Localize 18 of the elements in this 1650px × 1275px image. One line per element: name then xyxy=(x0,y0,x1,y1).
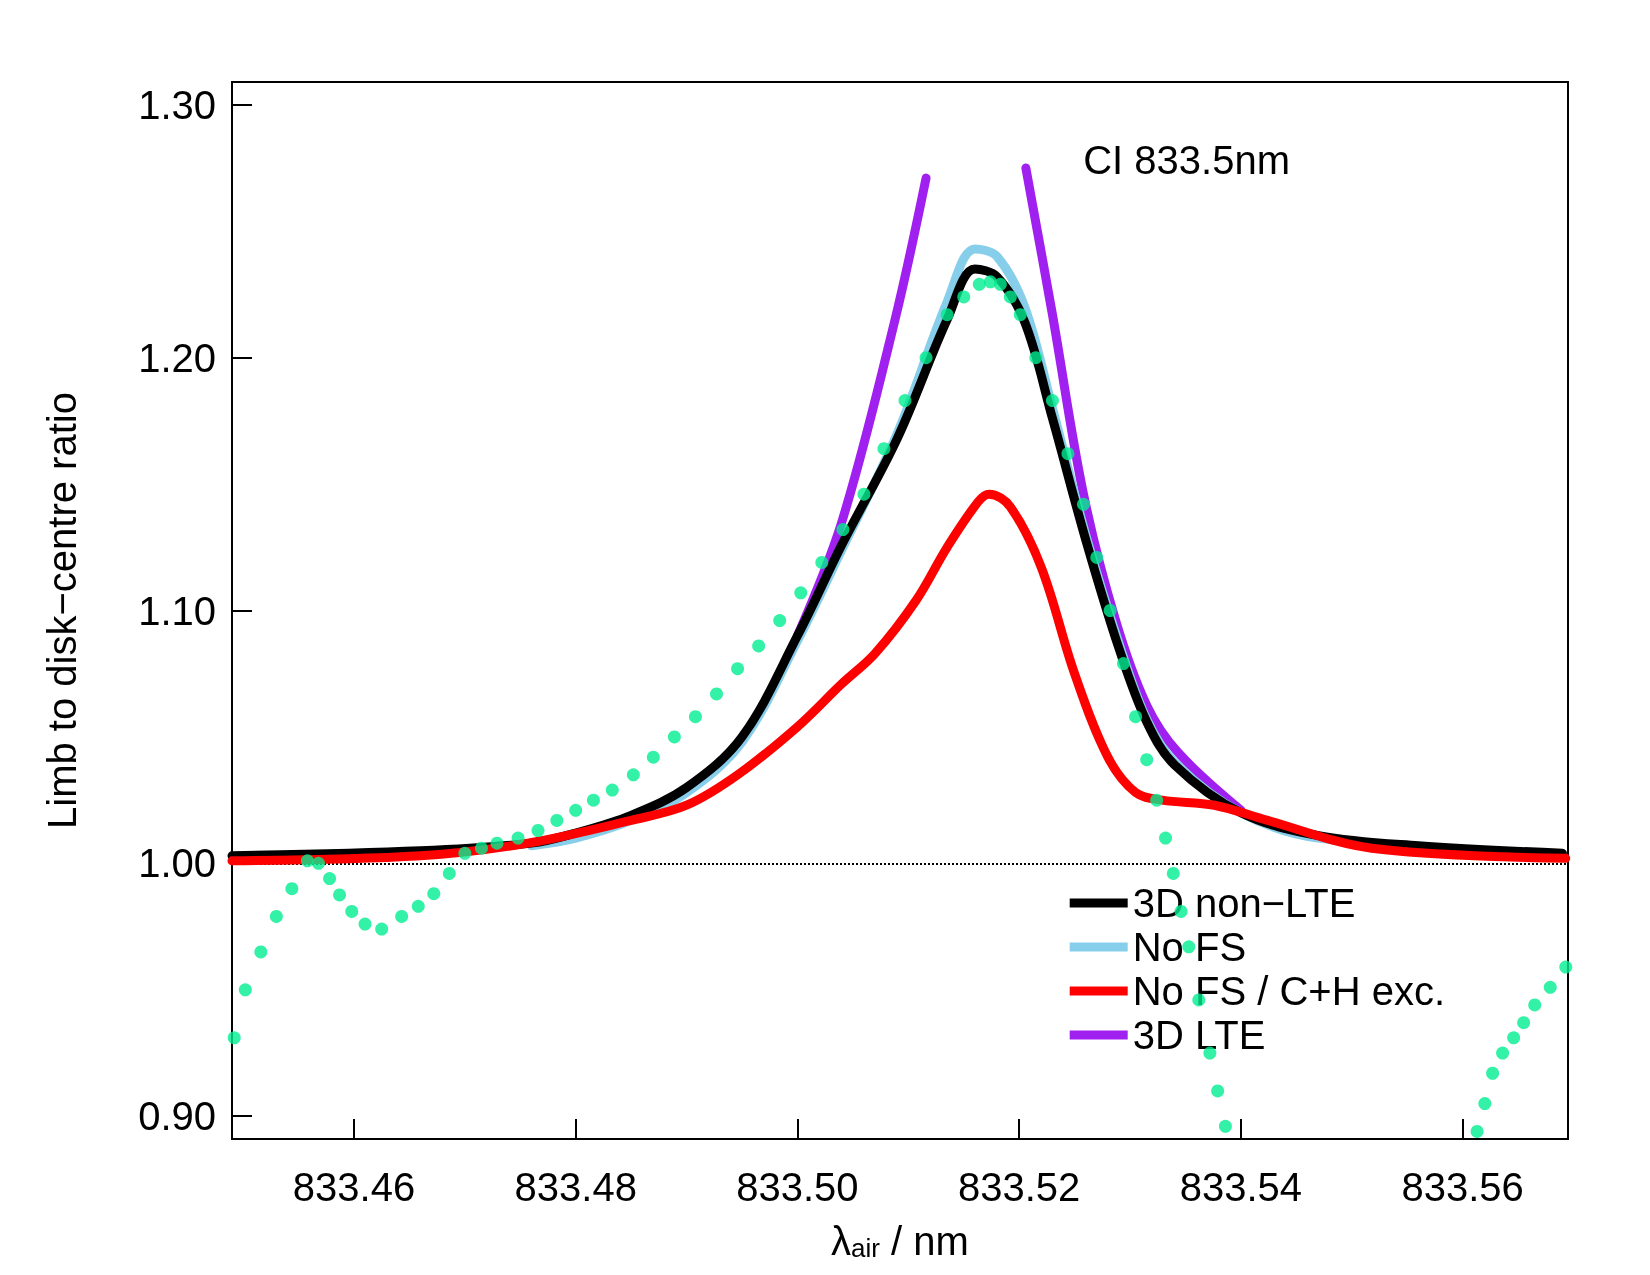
legend-label: 3D non−LTE xyxy=(1132,881,1356,925)
x-tick-label: 833.48 xyxy=(514,1165,637,1209)
x-tick-label: 833.50 xyxy=(736,1165,859,1209)
x-tick-label: 833.54 xyxy=(1179,1165,1303,1209)
y-tick-label: 1.20 xyxy=(138,335,216,380)
x-axis-title: λair / nm xyxy=(831,1219,969,1263)
y-tick-label: 0.90 xyxy=(138,1094,216,1139)
legend-label: 3D LTE xyxy=(1132,1013,1266,1057)
x-tick-label: 833.46 xyxy=(292,1165,416,1209)
x-tick-label: 833.56 xyxy=(1401,1165,1524,1209)
y-axis-title: Limb to disk−centre ratio xyxy=(40,392,84,829)
legend-label: No FS xyxy=(1132,925,1247,969)
y-tick-label: 1.30 xyxy=(138,82,216,127)
annotation: CI 833.5nm xyxy=(1083,138,1290,182)
legend-label: No FS / C+H exc. xyxy=(1132,969,1446,1013)
x-tick-label: 833.52 xyxy=(958,1165,1081,1209)
y-tick-label: 1.00 xyxy=(138,841,216,886)
y-tick-label: 1.10 xyxy=(138,588,216,633)
